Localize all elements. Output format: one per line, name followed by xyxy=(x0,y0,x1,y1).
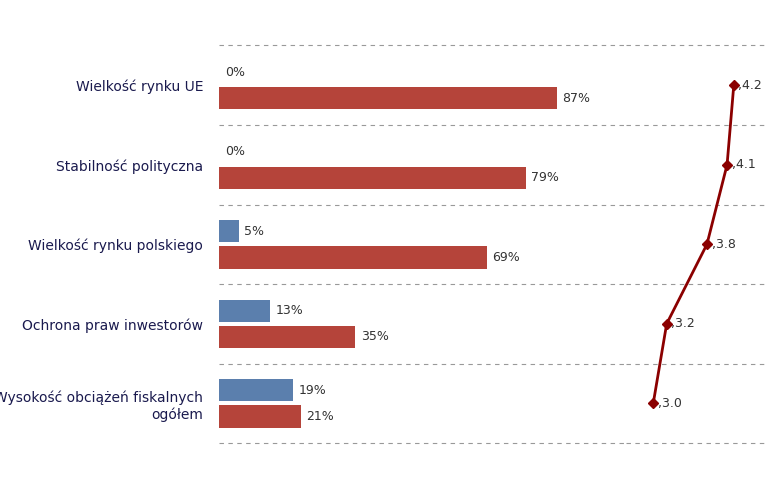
Text: ,3.0: ,3.0 xyxy=(658,397,682,410)
Text: ,3.2: ,3.2 xyxy=(671,317,695,331)
Bar xyxy=(219,299,269,322)
Bar xyxy=(219,220,239,242)
Text: 5%: 5% xyxy=(244,225,265,238)
Text: ,4.1: ,4.1 xyxy=(732,158,756,171)
Text: 21%: 21% xyxy=(306,410,334,423)
Text: 87%: 87% xyxy=(562,92,590,105)
Text: 19%: 19% xyxy=(299,384,327,397)
Bar xyxy=(219,379,293,401)
Bar xyxy=(219,405,301,428)
Bar xyxy=(219,87,557,110)
Bar xyxy=(219,167,525,189)
Text: 0%: 0% xyxy=(225,66,245,79)
Text: 13%: 13% xyxy=(276,304,303,317)
Text: ,4.2: ,4.2 xyxy=(738,79,762,91)
Text: 79%: 79% xyxy=(532,171,559,184)
Text: 35%: 35% xyxy=(361,331,388,343)
Text: ,3.8: ,3.8 xyxy=(712,238,735,251)
Bar xyxy=(219,326,355,348)
Text: 69%: 69% xyxy=(493,251,521,264)
Text: 0%: 0% xyxy=(225,145,245,158)
Bar xyxy=(219,246,487,269)
